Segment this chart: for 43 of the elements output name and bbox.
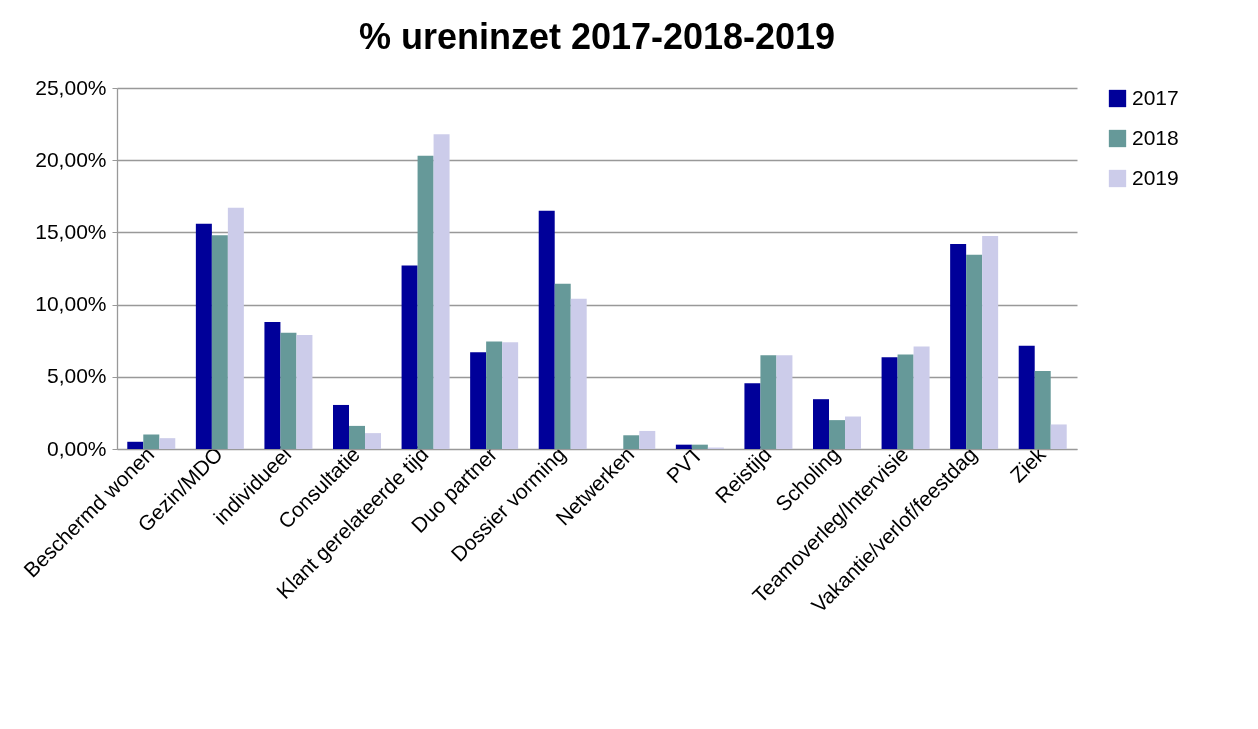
bar (845, 416, 861, 449)
y-tick-label: 10,00% (35, 292, 107, 316)
bar (897, 354, 914, 449)
bar (349, 425, 365, 449)
bar (813, 399, 829, 449)
bar (554, 283, 571, 449)
y-tick-label: 5,00% (46, 364, 107, 388)
bar (691, 444, 708, 449)
bar (365, 433, 381, 449)
bar (1034, 371, 1051, 449)
bar (982, 236, 999, 449)
bar (950, 243, 967, 449)
bar (470, 352, 487, 449)
bar (127, 441, 144, 449)
bar (570, 298, 587, 449)
y-tick-label: 0,00% (46, 436, 107, 460)
y-tick-label: 15,00% (35, 219, 107, 243)
chart-title: % ureninzet 2017-2018-2019 (358, 16, 836, 57)
bar (159, 438, 176, 449)
y-tick-label: 25,00% (35, 75, 107, 99)
bar (913, 346, 930, 449)
bar (639, 430, 656, 449)
bar (538, 210, 555, 449)
bar (333, 404, 349, 449)
bar (623, 435, 640, 449)
bar (195, 223, 212, 449)
legend-label: 2018 (1132, 125, 1179, 149)
bar (776, 355, 793, 449)
bar (829, 420, 845, 449)
bar (433, 134, 450, 449)
bar (966, 254, 983, 449)
bar (1018, 345, 1035, 449)
bar (486, 341, 503, 449)
bar (143, 434, 160, 449)
bar (675, 444, 692, 449)
x-tick-label: Ziek (1005, 441, 1051, 487)
legend-label: 2019 (1132, 165, 1179, 189)
y-tick-label: 20,00% (35, 147, 107, 171)
legend-label: 2017 (1132, 85, 1179, 109)
bar (296, 334, 313, 449)
bar (881, 357, 898, 449)
bar (502, 342, 519, 449)
bar (1050, 424, 1067, 449)
